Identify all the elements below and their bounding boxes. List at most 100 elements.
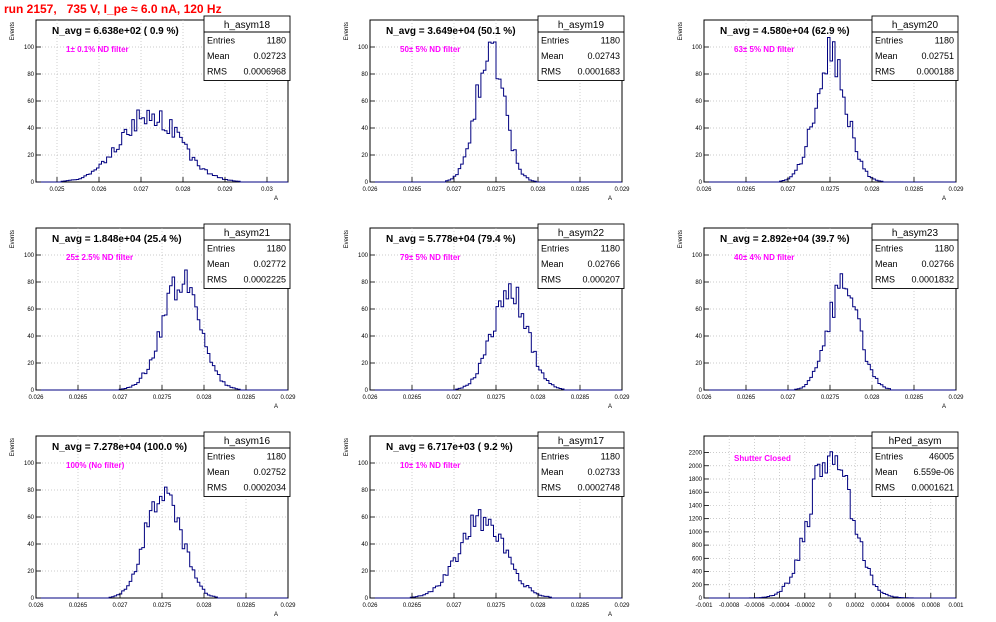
x-axis-label: A: [942, 196, 946, 202]
histogram-line: [370, 41, 622, 183]
x-tick-label: 0.0275: [153, 395, 172, 401]
y-tick-label: 1200: [689, 517, 703, 523]
histogram-line: [704, 451, 956, 599]
filter-label: Shutter Closed: [734, 454, 791, 463]
y-tick-label: 80: [361, 280, 368, 286]
stats-key: Entries: [541, 244, 570, 254]
x-tick-label: 0.03: [261, 187, 273, 193]
y-tick-label: 80: [27, 488, 34, 494]
y-tick-label: 1800: [689, 477, 703, 483]
stats-value: 0.0002034: [243, 483, 286, 493]
x-tick-label: 0.029: [280, 395, 296, 401]
stats-key: Mean: [541, 259, 564, 269]
navg-label: N_avg = 1.848e+04 (25.4 %): [52, 234, 182, 245]
stats-key: Mean: [207, 467, 230, 477]
stats-key: RMS: [207, 275, 227, 285]
x-tick-label: 0.028: [530, 395, 546, 401]
histogram-line: [36, 269, 288, 391]
stats-key: RMS: [207, 67, 227, 77]
y-tick-label: 0: [699, 388, 703, 394]
y-tick-label: 40: [27, 334, 34, 340]
stats-value: 0.0001683: [577, 67, 620, 77]
stats-key: Mean: [207, 51, 230, 61]
stats-value: 0.000188: [916, 67, 954, 77]
y-tick-label: 0: [31, 388, 35, 394]
page-title: run 2157, 735 V, I_pe ≈ 6.0 nA, 120 Hz: [4, 2, 222, 16]
stats-key: Entries: [875, 36, 904, 46]
stats-key: Entries: [541, 36, 570, 46]
y-tick-label: 20: [361, 361, 368, 367]
stats-value: 46005: [929, 452, 954, 462]
x-tick-label: 0.026: [362, 395, 378, 401]
stats-box: [537, 431, 625, 497]
x-tick-label: 0.028: [864, 187, 880, 193]
stats-key: Mean: [541, 467, 564, 477]
y-tick-label: 100: [24, 253, 35, 259]
filter-label: 1± 0.1% ND filter: [66, 45, 129, 54]
y-tick-label: 600: [692, 556, 703, 562]
navg-label: N_avg = 6.638e+02 ( 0.9 %): [52, 26, 179, 37]
histogram-name: h_asym18: [224, 20, 271, 31]
x-tick-label: -0.0004: [769, 603, 790, 609]
y-tick-label: 20: [27, 153, 34, 159]
y-tick-label: 80: [361, 488, 368, 494]
x-tick-label: 0.025: [49, 187, 65, 193]
x-tick-label: 0.0275: [487, 187, 506, 193]
y-tick-label: 1600: [689, 490, 703, 496]
x-axis-label: A: [274, 404, 278, 410]
navg-label: N_avg = 6.717e+03 ( 9.2 %): [386, 442, 513, 453]
stats-box: [203, 431, 291, 497]
stats-key: Entries: [207, 452, 236, 462]
y-tick-label: 20: [27, 361, 34, 367]
y-tick-label: 60: [695, 307, 702, 313]
y-tick-label: 60: [27, 307, 34, 313]
y-tick-label: 40: [361, 126, 368, 132]
y-tick-label: 60: [27, 99, 34, 105]
histogram-line: [704, 273, 956, 391]
histogram-line: [36, 486, 288, 599]
y-tick-label: 100: [24, 461, 35, 467]
y-tick-label: 20: [695, 361, 702, 367]
x-tick-label: 0.027: [446, 187, 462, 193]
navg-label: N_avg = 2.892e+04 (39.7 %): [720, 234, 850, 245]
y-tick-label: 60: [361, 307, 368, 313]
x-tick-label: -0.0002: [795, 603, 816, 609]
x-tick-label: 0.027: [446, 603, 462, 609]
histogram-line: [370, 509, 622, 599]
x-tick-label: 0.0265: [403, 603, 422, 609]
x-tick-label: 0.0265: [737, 187, 756, 193]
filter-label: 79± 5% ND filter: [400, 253, 460, 262]
x-tick-label: 0.027: [112, 603, 128, 609]
y-tick-label: 400: [692, 570, 703, 576]
y-axis-label: Events: [10, 230, 16, 248]
stats-key: RMS: [875, 483, 895, 493]
y-tick-label: 1000: [689, 530, 703, 536]
x-tick-label: 0.0002: [846, 603, 865, 609]
x-tick-label: -0.0008: [719, 603, 740, 609]
filter-label: 10± 1% ND filter: [400, 461, 460, 470]
y-tick-label: 20: [361, 153, 368, 159]
stats-key: Entries: [875, 452, 904, 462]
x-tick-label: 0.026: [696, 395, 712, 401]
y-tick-label: 100: [692, 253, 703, 259]
x-tick-label: 0.0285: [905, 395, 924, 401]
y-tick-label: 60: [361, 515, 368, 521]
stats-key: Entries: [541, 452, 570, 462]
x-tick-label: 0.029: [948, 187, 964, 193]
y-tick-label: 0: [365, 596, 369, 602]
x-axis-label: A: [274, 196, 278, 202]
x-tick-label: 0.026: [28, 395, 44, 401]
y-axis-label: Events: [344, 22, 350, 40]
stats-value: 0.02752: [253, 467, 286, 477]
stats-key: RMS: [875, 275, 895, 285]
y-tick-label: 80: [695, 280, 702, 286]
y-tick-label: 0: [365, 180, 369, 186]
x-tick-label: 0.027: [446, 395, 462, 401]
stats-value: 1180: [601, 36, 620, 46]
y-tick-label: 0: [365, 388, 369, 394]
x-tick-label: 0.001: [948, 603, 964, 609]
histogram-line: [370, 283, 622, 391]
y-tick-label: 100: [358, 461, 369, 467]
y-tick-label: 40: [361, 334, 368, 340]
x-tick-label: 0.0275: [153, 603, 172, 609]
